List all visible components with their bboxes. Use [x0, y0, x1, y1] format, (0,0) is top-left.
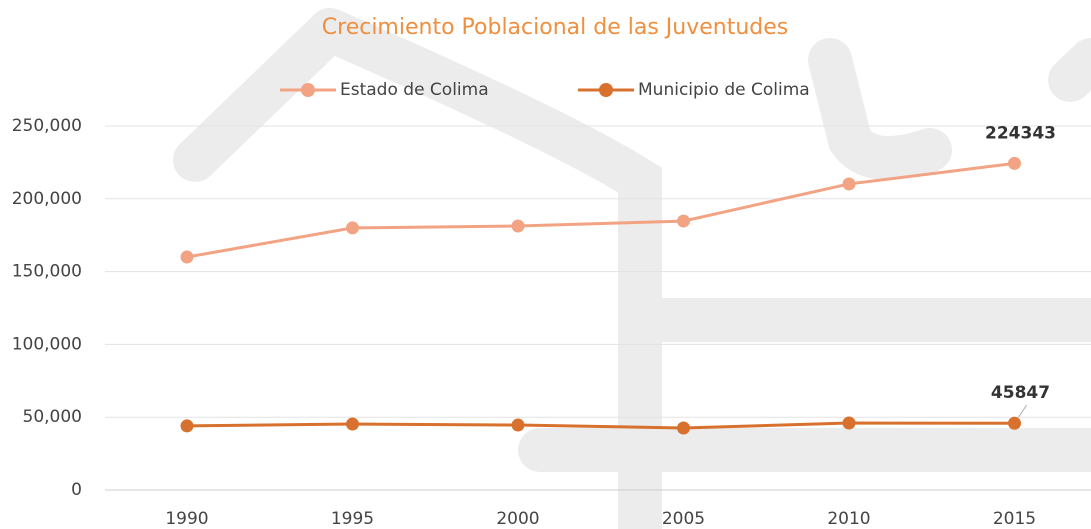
- chart-title: Crecimiento Poblacional de las Juventude…: [322, 15, 788, 40]
- point: [677, 421, 690, 434]
- point: [512, 419, 525, 432]
- point: [843, 417, 856, 430]
- point: [181, 251, 194, 264]
- chart: Crecimiento Poblacional de las Juventude…: [0, 0, 1091, 529]
- watermark: [195, 30, 1091, 529]
- y-tick-label: 250,000: [12, 116, 82, 136]
- x-tick-label: 1990: [165, 509, 208, 529]
- data-label: 224343: [985, 123, 1056, 143]
- y-tick-label: 50,000: [23, 407, 82, 427]
- y-tick-label: 200,000: [12, 189, 82, 209]
- legend-marker: [301, 83, 315, 97]
- series-line: [187, 423, 1015, 428]
- point: [1008, 157, 1021, 170]
- y-tick-label: 150,000: [12, 262, 82, 282]
- y-tick-label: 0: [71, 480, 82, 500]
- x-tick-label: 2005: [662, 509, 705, 529]
- point: [512, 220, 525, 233]
- point: [181, 419, 194, 432]
- point: [1008, 417, 1021, 430]
- x-tick-label: 1995: [331, 509, 374, 529]
- x-tick-label: 2010: [827, 509, 870, 529]
- x-tick-label: 2000: [496, 509, 539, 529]
- page: Crecimiento Poblacional de las Juventude…: [0, 0, 1091, 529]
- point: [843, 177, 856, 190]
- point: [346, 418, 359, 431]
- label-leader: [1019, 405, 1027, 417]
- legend-marker: [599, 83, 613, 97]
- legend-label: Estado de Colima: [340, 80, 489, 100]
- point: [346, 221, 359, 234]
- y-tick-label: 100,000: [12, 334, 82, 354]
- point: [677, 215, 690, 228]
- legend-label: Municipio de Colima: [638, 80, 810, 100]
- x-tick-label: 2015: [993, 509, 1036, 529]
- data-label: 45847: [991, 383, 1050, 403]
